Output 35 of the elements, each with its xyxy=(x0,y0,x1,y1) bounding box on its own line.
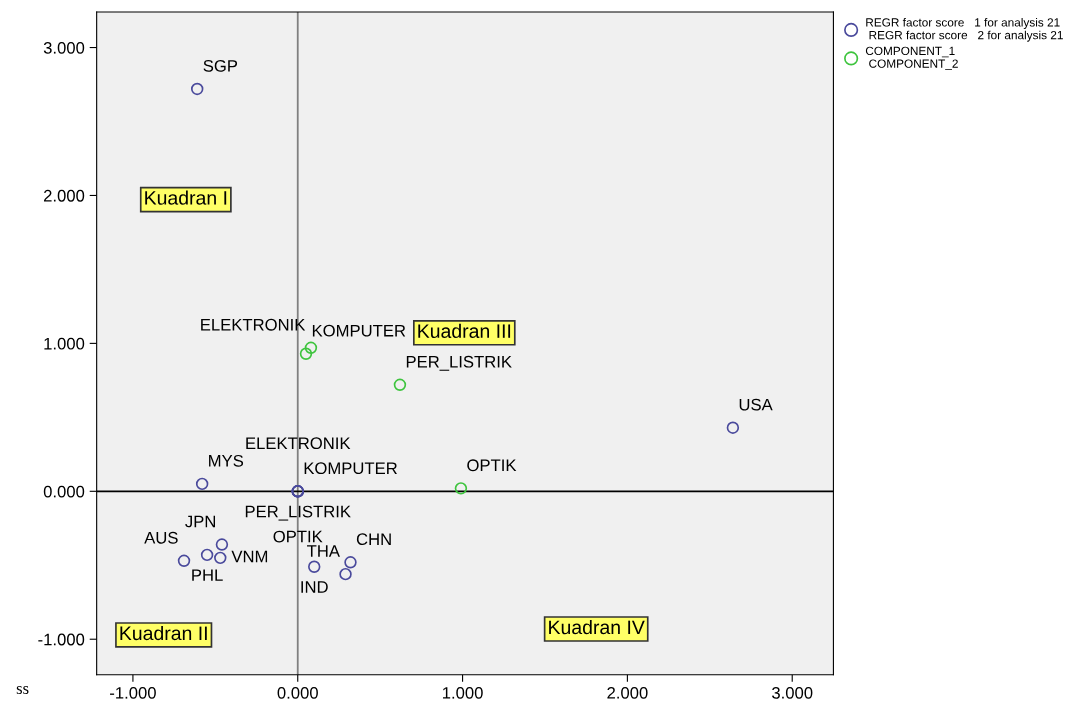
annotation: KOMPUTER xyxy=(304,462,397,475)
annotation: THA xyxy=(307,545,340,557)
x-tick-label: 3.000 xyxy=(772,686,813,699)
annotation: ELEKTRONIK xyxy=(246,437,351,450)
legend-label: COMPONENT_1 COMPONENT_2 xyxy=(865,46,958,70)
annotation: OPTIK xyxy=(467,459,517,472)
legend-label: REGR factor score 1 for analysis 21 REGR factor score 2 for analysis 21 xyxy=(866,17,1063,42)
annotation: ELEKTRONIK xyxy=(201,318,306,331)
annotation: Kuadran III xyxy=(418,323,511,338)
text: ss xyxy=(16,685,29,694)
annotation: SGP xyxy=(203,59,238,72)
x-tick-label: -1.000 xyxy=(110,686,156,699)
annotation: IND xyxy=(301,581,328,593)
annotation: JPN xyxy=(185,515,216,528)
annotation: USA xyxy=(739,398,773,411)
x-tick-label: 0.000 xyxy=(277,686,318,699)
annotation: PHL xyxy=(192,569,223,581)
y-tick-label: -1.000 xyxy=(38,633,85,646)
y-tick-label: 0.000 xyxy=(43,485,85,498)
annotation: Kuadran II xyxy=(120,625,207,641)
x-tick-label: 2.000 xyxy=(607,686,648,699)
annotation: MYS xyxy=(209,454,244,467)
annotation: VNM xyxy=(231,550,268,563)
annotation: KOMPUTER xyxy=(312,324,406,337)
y-tick-label: 2.000 xyxy=(43,189,85,202)
annotation: OPTIK xyxy=(273,530,323,543)
x-tick-label: 1.000 xyxy=(442,686,483,699)
y-tick-label: 3.000 xyxy=(43,41,85,54)
y-tick-label: 1.000 xyxy=(44,337,85,350)
annotation: CHN xyxy=(356,533,391,546)
annotation: PER_LISTRIK xyxy=(245,505,351,521)
annotation: Kuadran IV xyxy=(549,619,645,635)
annotation: PER_LISTRIK xyxy=(406,355,512,371)
annotation: Kuadran I xyxy=(145,190,227,205)
annotation: AUS xyxy=(144,531,178,544)
